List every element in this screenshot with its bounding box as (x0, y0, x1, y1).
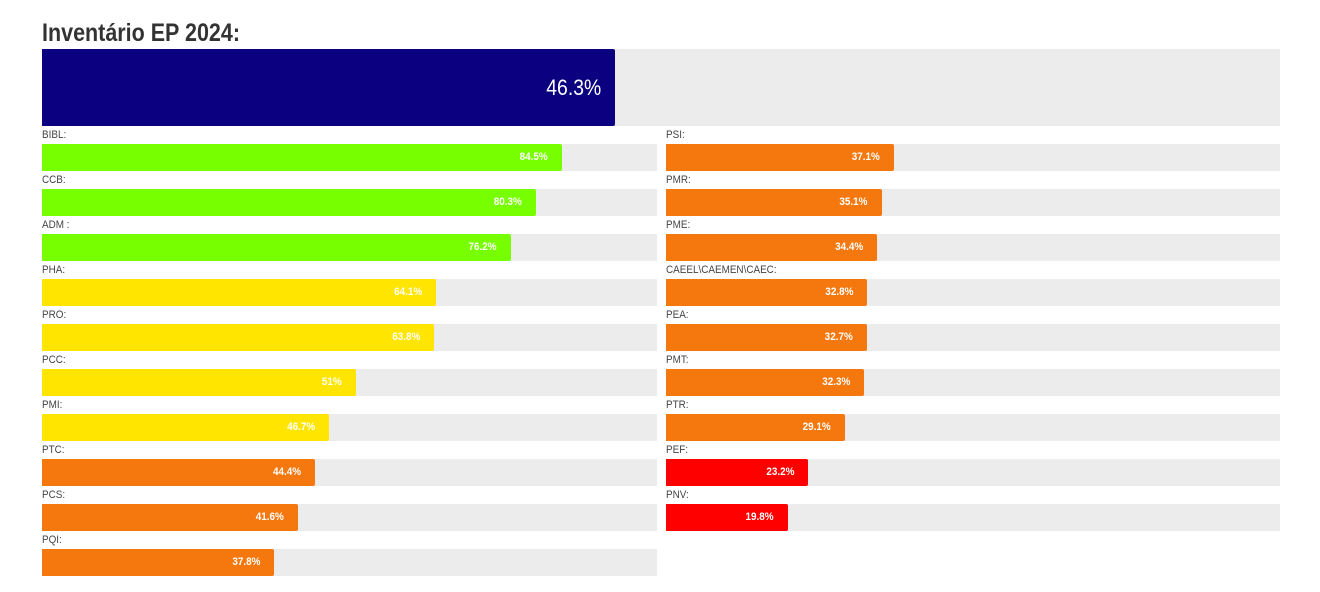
bar-track: 19.8% (666, 504, 1280, 531)
bar-track: 34.4% (666, 234, 1280, 261)
bar-value-label: 51% (321, 376, 342, 388)
bar-value-label: 37.8% (232, 556, 261, 568)
bar-track: 32.3% (666, 369, 1280, 396)
bar-label: PRO: (42, 309, 67, 321)
bar (666, 234, 878, 261)
bar-track: 63.8% (42, 324, 657, 351)
bar-value-label: 19.8% (745, 511, 774, 523)
bar (42, 369, 356, 396)
bar-value-label: 41.6% (255, 511, 284, 523)
bar-value-label: 34.4% (835, 241, 864, 253)
bar-track: 41.6% (42, 504, 657, 531)
bar-track: 76.2% (42, 234, 657, 261)
bar-track: 80.3% (42, 189, 657, 216)
bar-value-label: 29.1% (802, 421, 831, 433)
bar-label: PTC: (42, 444, 65, 456)
bar (42, 189, 536, 216)
bar-track: 84.5% (42, 144, 657, 171)
bar (666, 414, 845, 441)
bar-track: 51% (42, 369, 657, 396)
bar-label: PMI: (42, 399, 63, 411)
bar-value-label: 23.2% (766, 466, 795, 478)
bar-track: 37.8% (42, 549, 657, 576)
bar-track: 32.8% (666, 279, 1280, 306)
bar-track: 29.1% (666, 414, 1280, 441)
bar-label: PHA: (42, 264, 66, 276)
bar (42, 459, 316, 486)
bar (666, 504, 788, 531)
bar-label: PEA: (666, 309, 689, 321)
bar-label: CCB: (42, 174, 66, 186)
bar-label: PME: (666, 219, 691, 231)
bar-track: 46.7% (42, 414, 657, 441)
bar-label: PNV: (666, 489, 689, 501)
bar-value-label: 37.1% (851, 151, 880, 163)
bar-label: PSI: (666, 129, 685, 141)
bar-label: PMT: (666, 354, 689, 366)
bar (42, 234, 511, 261)
bar-label: PEF: (666, 444, 689, 456)
bar-value-label: 64.1% (394, 286, 423, 298)
bar-track: 64.1% (42, 279, 657, 306)
total-value-label: 46.3% (546, 75, 602, 100)
bar-track: 44.4% (42, 459, 657, 486)
bar-value-label: 80.3% (493, 196, 522, 208)
bar-value-label: 32.8% (825, 286, 854, 298)
bar-label: ADM : (42, 219, 70, 231)
bar-track: 23.2% (666, 459, 1280, 486)
bar (42, 549, 275, 576)
bar-value-label: 46.7% (287, 421, 316, 433)
bar (42, 324, 435, 351)
bar-value-label: 63.8% (392, 331, 421, 343)
bar-value-label: 32.7% (824, 331, 853, 343)
bar (42, 504, 298, 531)
bar (666, 459, 809, 486)
bar (42, 414, 330, 441)
bar-value-label: 32.3% (822, 376, 851, 388)
bar-label: PCS: (42, 489, 66, 501)
bar (666, 189, 882, 216)
bar-label: PMR: (666, 174, 691, 186)
bar-value-label: 35.1% (839, 196, 868, 208)
bar-track: 32.7% (666, 324, 1280, 351)
bar-track: 37.1% (666, 144, 1280, 171)
bar (666, 324, 867, 351)
bar (666, 279, 868, 306)
bar (666, 144, 894, 171)
bar-label: BIBL: (42, 129, 67, 141)
bar-value-label: 76.2% (468, 241, 497, 253)
bar-label: PQI: (42, 534, 62, 546)
bar-value-label: 44.4% (272, 466, 302, 478)
bar-label: PTR: (666, 399, 689, 411)
bar (42, 279, 437, 306)
bar-value-label: 84.5% (519, 151, 548, 163)
bar-label: PCC: (42, 354, 66, 366)
total-bar-track: 46.3% (42, 49, 1280, 126)
chart-title: Inventário EP 2024: (42, 19, 240, 47)
bar (42, 144, 562, 171)
bar (666, 369, 865, 396)
bar-label: CAEEL\CAEMEN\CAEC: (666, 264, 777, 276)
total-bar (42, 49, 616, 126)
bar-track: 35.1% (666, 189, 1280, 216)
